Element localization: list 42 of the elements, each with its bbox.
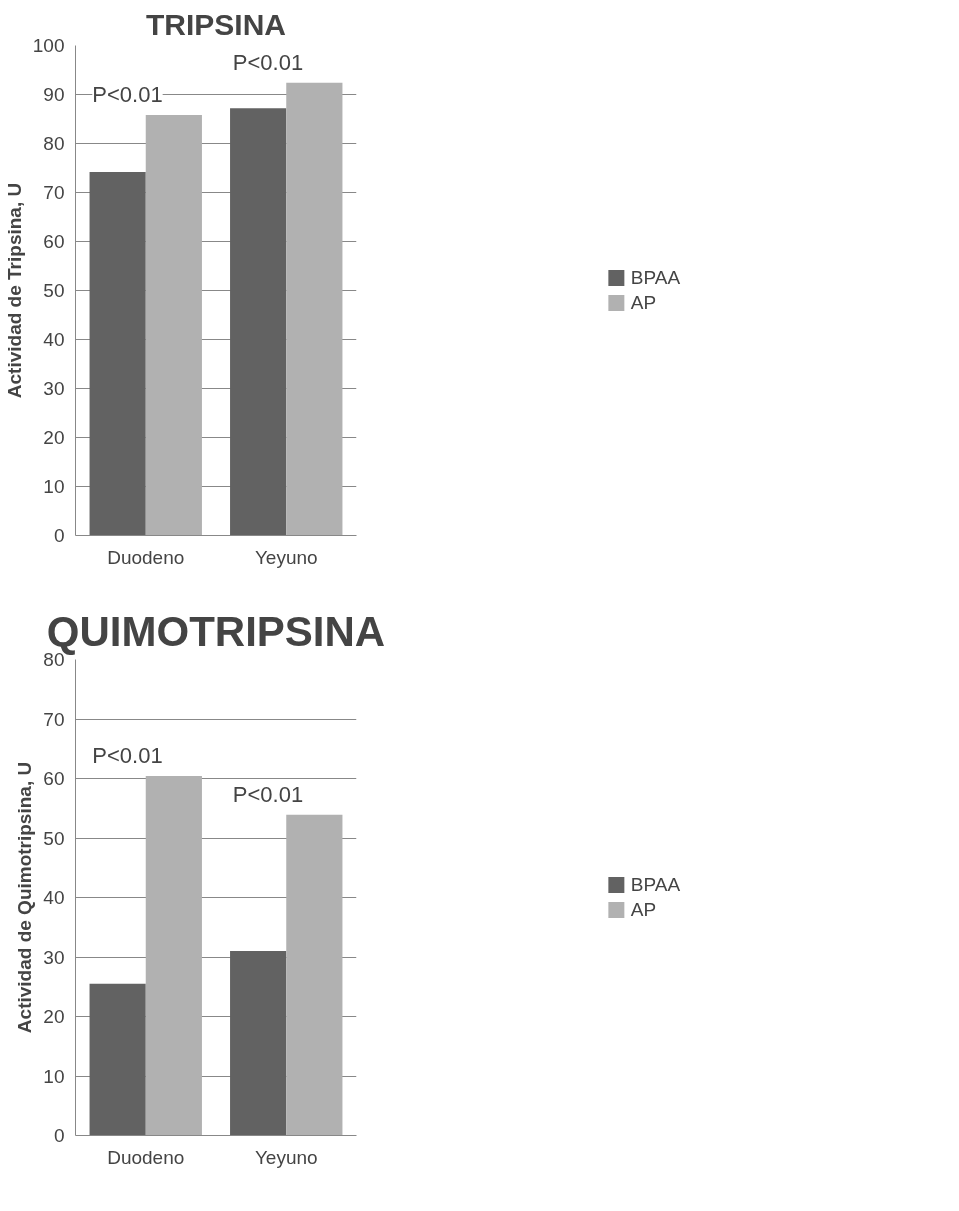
annotation: P<0.01 [232, 781, 304, 807]
annotation: P<0.01 [92, 82, 163, 108]
y-tick-label: 20 [43, 427, 65, 448]
legend-label: BPAA [630, 266, 681, 289]
y-tick-label: 10 [43, 1065, 65, 1087]
annotation: P<0.01 [232, 49, 304, 75]
y-tick-label: 90 [43, 84, 65, 105]
bar [286, 82, 343, 536]
legend-label: AP [630, 291, 657, 314]
y-tick-label: 10 [43, 476, 65, 497]
x-tick-label: Duodeno [107, 1146, 185, 1168]
bar [230, 108, 287, 536]
y-tick-label: 20 [43, 1006, 65, 1027]
legend-label: BPAA [630, 873, 681, 896]
y-tick-label: 40 [43, 887, 65, 908]
y-tick-label: 70 [43, 708, 65, 730]
bar [230, 951, 287, 1136]
y-tick-label: 60 [43, 231, 65, 252]
y-tick-label: 30 [43, 946, 65, 968]
annotation: P<0.01 [92, 743, 163, 769]
bar [145, 115, 202, 536]
bar [89, 983, 146, 1136]
legend-label: AP [630, 898, 657, 921]
bar [286, 814, 343, 1136]
y-tick-label: 100 [32, 35, 65, 56]
y-tick-label: 0 [53, 525, 65, 546]
y-tick-label: 30 [43, 378, 65, 399]
y-axis-title: Actividad de Tripsina, U [3, 182, 25, 399]
bar [89, 171, 146, 536]
chart-title: TRIPSINA [146, 7, 287, 41]
y-tick-label: 80 [43, 133, 65, 154]
y-tick-label: 0 [53, 1125, 65, 1146]
y-axis-title: Actividad de Quimotripsina, U [14, 761, 36, 1034]
x-tick-label: Yeyuno [254, 546, 318, 568]
y-tick-label: 70 [43, 182, 65, 203]
y-tick-label: 50 [43, 280, 65, 301]
y-tick-label: 50 [43, 827, 65, 849]
y-tick-label: 40 [43, 329, 65, 350]
x-tick-label: Yeyuno [254, 1146, 318, 1168]
y-tick-label: 60 [43, 768, 65, 789]
bar [145, 776, 202, 1136]
x-tick-label: Duodeno [107, 546, 185, 568]
